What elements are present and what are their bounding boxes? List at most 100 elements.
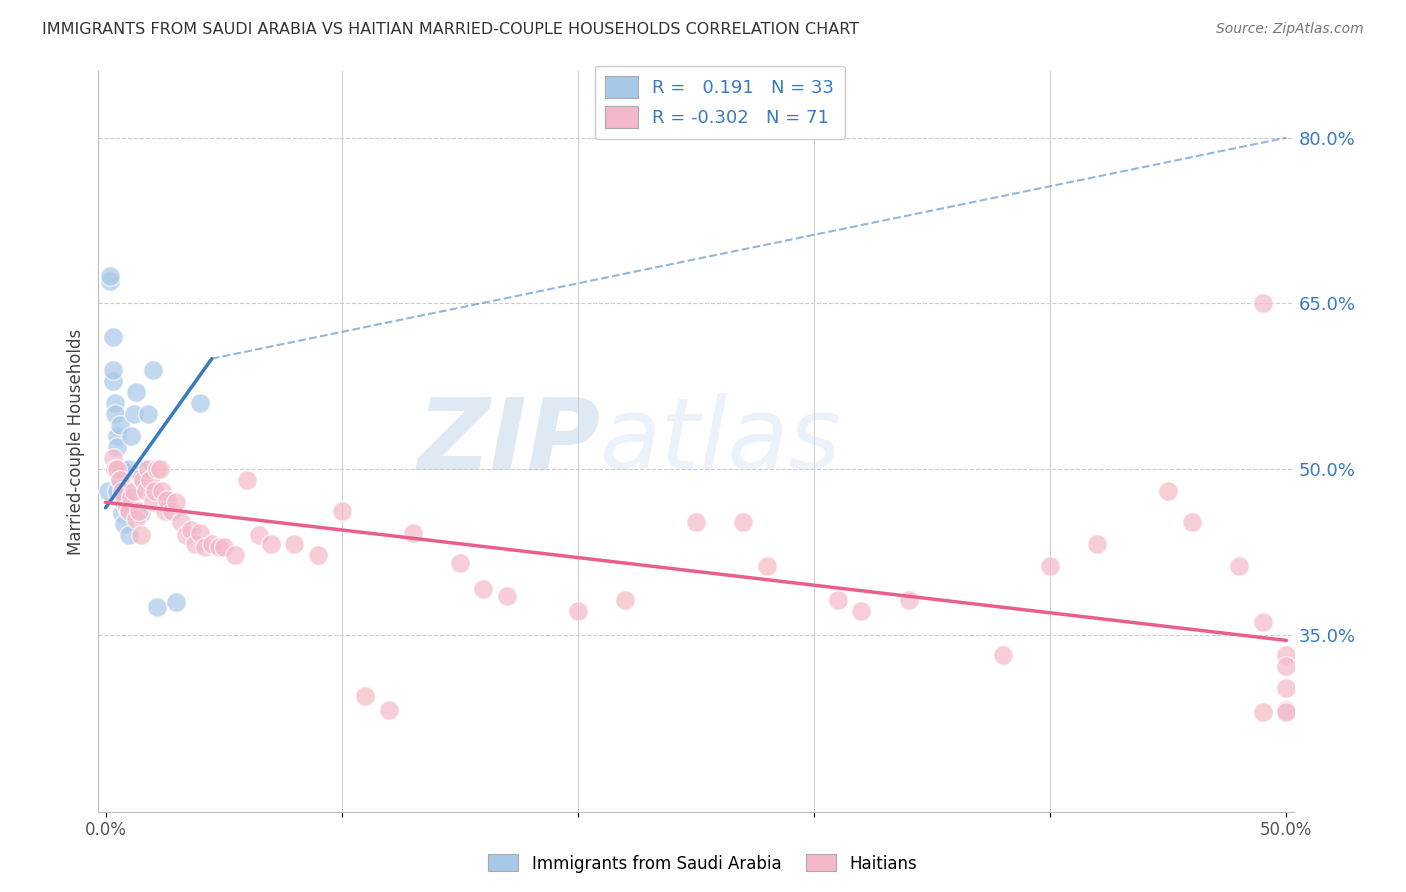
Point xyxy=(330,504,353,518)
Point xyxy=(496,589,519,603)
Point xyxy=(1251,615,1274,629)
Point xyxy=(101,451,124,466)
Point xyxy=(354,689,377,703)
Point xyxy=(118,528,141,542)
Point xyxy=(755,559,778,574)
Point xyxy=(378,703,401,717)
Point xyxy=(991,648,1014,662)
Point xyxy=(105,429,128,443)
Point xyxy=(115,484,138,499)
Point xyxy=(247,528,270,542)
Point xyxy=(108,417,131,432)
Point xyxy=(827,592,849,607)
Point xyxy=(111,462,134,476)
Point xyxy=(112,495,135,509)
Point xyxy=(260,537,283,551)
Point xyxy=(1227,559,1250,574)
Point xyxy=(224,549,246,563)
Point xyxy=(108,462,131,476)
Point xyxy=(1275,681,1298,695)
Point xyxy=(149,462,172,476)
Y-axis label: Married-couple Households: Married-couple Households xyxy=(66,328,84,555)
Point xyxy=(307,549,329,563)
Point xyxy=(1251,706,1274,720)
Point xyxy=(449,556,471,570)
Point xyxy=(188,526,211,541)
Point xyxy=(108,473,131,487)
Point xyxy=(165,595,187,609)
Point xyxy=(111,484,134,499)
Point xyxy=(174,528,197,542)
Point xyxy=(156,493,179,508)
Point xyxy=(136,462,159,476)
Point xyxy=(129,507,152,521)
Point xyxy=(153,495,176,509)
Point xyxy=(118,462,141,476)
Point xyxy=(1275,658,1298,673)
Point xyxy=(125,384,148,399)
Point xyxy=(208,540,231,554)
Point xyxy=(121,490,143,504)
Point xyxy=(101,329,124,343)
Point xyxy=(236,473,259,487)
Point xyxy=(567,604,589,618)
Point xyxy=(132,462,155,476)
Legend: Immigrants from Saudi Arabia, Haitians: Immigrants from Saudi Arabia, Haitians xyxy=(482,847,924,880)
Point xyxy=(472,582,495,596)
Point xyxy=(153,504,176,518)
Point xyxy=(128,504,150,518)
Point xyxy=(1251,296,1274,310)
Point xyxy=(180,523,202,537)
Point xyxy=(170,515,193,529)
Point xyxy=(184,537,207,551)
Point xyxy=(851,604,873,618)
Text: Source: ZipAtlas.com: Source: ZipAtlas.com xyxy=(1216,22,1364,37)
Point xyxy=(160,504,183,518)
Point xyxy=(136,407,159,421)
Point xyxy=(112,490,135,504)
Point xyxy=(125,512,148,526)
Point xyxy=(139,473,162,487)
Point xyxy=(142,495,165,509)
Point xyxy=(201,537,224,551)
Point xyxy=(132,473,155,487)
Point xyxy=(135,484,157,499)
Point xyxy=(129,471,152,485)
Point xyxy=(1275,648,1298,662)
Point xyxy=(105,440,128,454)
Point xyxy=(122,484,145,499)
Point xyxy=(142,362,165,376)
Point xyxy=(146,600,169,615)
Point xyxy=(118,504,141,518)
Point xyxy=(143,484,166,499)
Point xyxy=(1087,537,1109,551)
Point xyxy=(401,526,423,541)
Point xyxy=(165,495,187,509)
Point xyxy=(111,507,134,521)
Point xyxy=(283,537,305,551)
Point xyxy=(115,500,138,515)
Point xyxy=(614,592,637,607)
Point xyxy=(105,462,128,476)
Point xyxy=(1275,703,1298,717)
Point xyxy=(685,515,707,529)
Point xyxy=(112,517,135,532)
Point xyxy=(97,484,120,499)
Point xyxy=(1181,515,1204,529)
Point xyxy=(108,473,131,487)
Point xyxy=(98,268,121,283)
Point xyxy=(98,274,121,288)
Point xyxy=(129,528,152,542)
Point xyxy=(212,540,235,554)
Text: ZIP: ZIP xyxy=(418,393,600,490)
Point xyxy=(188,396,211,410)
Point xyxy=(104,396,127,410)
Point xyxy=(121,429,143,443)
Point xyxy=(1157,484,1180,499)
Point xyxy=(104,462,127,476)
Text: IMMIGRANTS FROM SAUDI ARABIA VS HAITIAN MARRIED-COUPLE HOUSEHOLDS CORRELATION CH: IMMIGRANTS FROM SAUDI ARABIA VS HAITIAN … xyxy=(42,22,859,37)
Point xyxy=(146,462,169,476)
Point xyxy=(101,362,124,376)
Point xyxy=(733,515,755,529)
Point xyxy=(105,484,128,499)
